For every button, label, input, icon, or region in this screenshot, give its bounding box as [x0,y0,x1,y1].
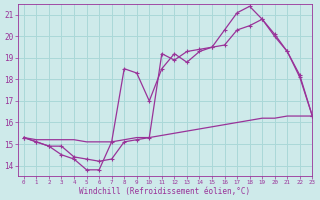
X-axis label: Windchill (Refroidissement éolien,°C): Windchill (Refroidissement éolien,°C) [79,187,251,196]
